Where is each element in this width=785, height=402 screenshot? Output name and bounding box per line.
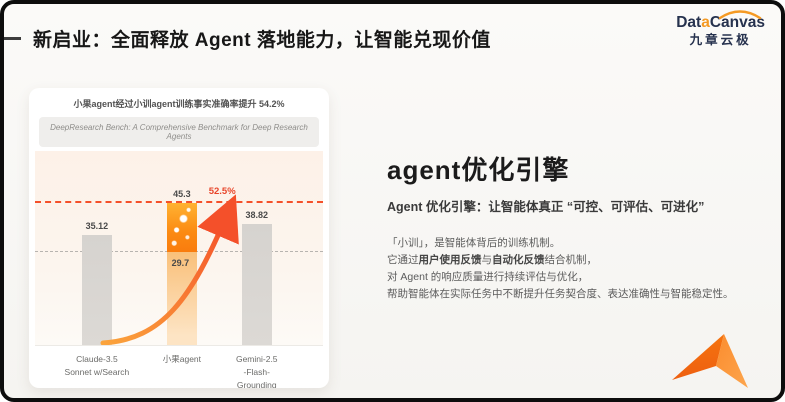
x-label-agent: 小果agent [162, 354, 202, 364]
benchmark-subtitle: DeepResearch Bench: A Comprehensive Benc… [39, 117, 319, 147]
reference-line-top [35, 201, 323, 204]
page-title: 新启业：全面释放 Agent 落地能力，让智能兑现价值 [33, 30, 491, 51]
section-heading: agent优化引擎 [387, 155, 570, 185]
line2-bold-auto-feedback: 自动化反馈 [492, 254, 545, 266]
line2-suffix: 结合机制， [544, 254, 598, 266]
line2-prefix: 它通过 [387, 254, 419, 266]
x-axis-labels: Claude-3.5 Sonnet w/Search 小果agent Gemin… [35, 350, 323, 388]
x-label-claude: Claude-3.5 Sonnet w/Search [64, 354, 130, 377]
title-dash-mark [4, 37, 21, 40]
baseline-value-label: 29.7 [171, 258, 190, 269]
bar-chart-plot: 35.12 45.3 38.82 52.5% 29.7 [35, 151, 323, 346]
logo-wordmark: DataCanvas [676, 10, 765, 32]
datacanvas-logo: DataCanvas 九章云极 [676, 10, 765, 48]
bar-claude [81, 235, 112, 345]
value-label-claude: 35.12 [85, 221, 109, 232]
line2-mid: 与 [481, 254, 493, 266]
line2-bold-user-feedback: 用户使用反馈 [418, 254, 482, 266]
paragraph-line-1: 「小训」，是智能体背后的训练机制。 [387, 237, 561, 249]
x-label-gemini: Gemini-2.5 -Flash- Grounding [235, 354, 278, 388]
logo-subtitle: 九章云极 [689, 33, 752, 48]
paragraph-line-3: 对 Agent 的响应质量进行持续评估与优化， [387, 271, 589, 283]
chart-title: 小果agent经过小训agent训练事实准确率提升 54.2% [73, 99, 285, 109]
logo-arc-icon [718, 10, 762, 20]
value-label-gemini: 38.82 [245, 209, 269, 220]
benchmark-card: 小果agent经过小训agent训练事实准确率提升 54.2% DeepRese… [29, 88, 329, 388]
right-panel: agent优化引擎 Agent 优化引擎：让智能体真正 “可控、可评估、可进化”… [387, 150, 779, 303]
paragraph-line-4: 帮助智能体在实际任务中不断提升任务契合度、表达准确性与智能稳定性。 [387, 288, 734, 300]
improvement-label: 52.5% [208, 186, 236, 198]
highlight-bar-top [166, 203, 197, 253]
value-label-agent: 45.3 [173, 189, 191, 200]
section-paragraph: 「小训」，是智能体背后的训练机制。 它通过用户使用反馈与自动化反馈结合机制， 对… [387, 235, 779, 303]
paper-plane-icon [672, 334, 748, 388]
logo-part2: a [701, 14, 710, 31]
logo-part3: Canvas [709, 14, 765, 31]
section-subheading: Agent 优化引擎：让智能体真正 “可控、可评估、可进化” [387, 200, 705, 214]
paragraph-line-2: 它通过用户使用反馈与自动化反馈结合机制， [387, 252, 779, 269]
logo-part1: Dat [676, 14, 702, 31]
bar-gemini [241, 223, 272, 345]
